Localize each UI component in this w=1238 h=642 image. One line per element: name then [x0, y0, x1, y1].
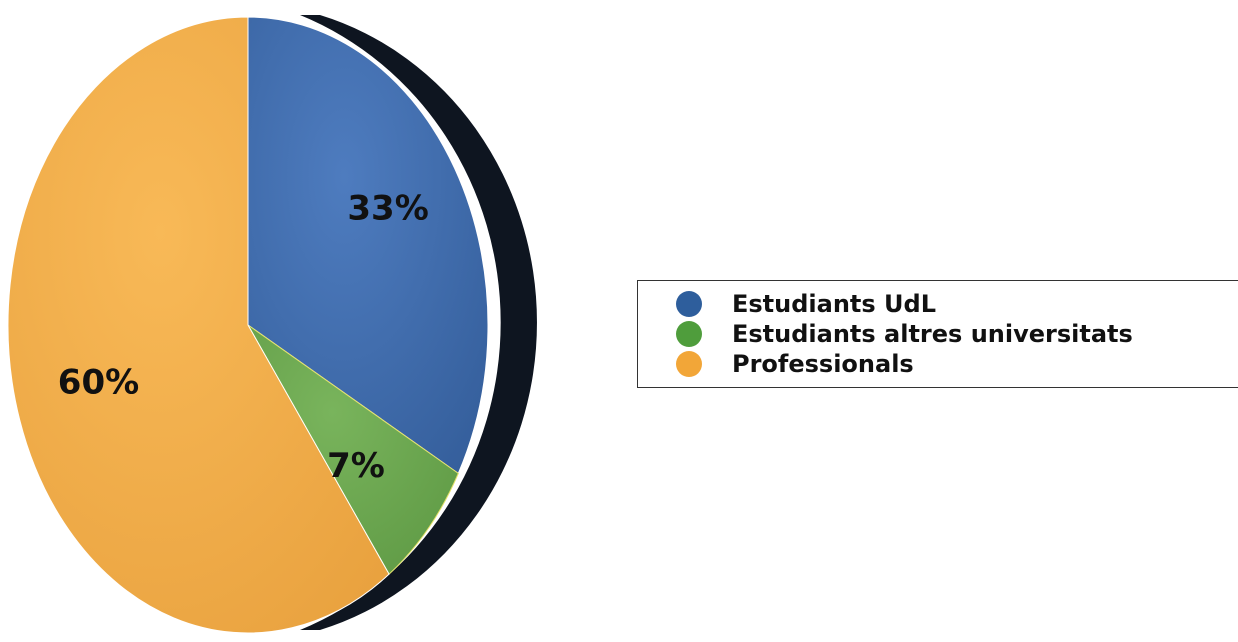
- legend-item-professionals: Professionals: [676, 349, 1238, 379]
- legend-item-estudiants-udl: Estudiants UdL: [676, 289, 1238, 319]
- slice-label-estudiants-udl: 33%: [347, 188, 428, 228]
- legend-marker-estudiants-altres-universitats: [676, 321, 702, 347]
- slice-label-estudiants-altres-universitats: 7%: [327, 446, 385, 486]
- pie-chart: 33% 7% 60%: [7, 15, 537, 634]
- legend-label-professionals: Professionals: [732, 350, 914, 378]
- pie-slice-estudiants-altres-universitats: [247, 324, 459, 575]
- pie-slice-professionals: [7, 16, 390, 634]
- slice-label-professionals: 60%: [58, 363, 139, 403]
- legend-item-estudiants-altres-universitats: Estudiants altres universitats: [676, 319, 1238, 349]
- legend-marker-professionals: [676, 351, 702, 377]
- pie-depth-shadow: [300, 15, 537, 630]
- pie-slice-estudiants-udl: [247, 16, 489, 475]
- legend-marker-estudiants-udl: [676, 291, 702, 317]
- legend-label-estudiants-udl: Estudiants UdL: [732, 290, 936, 318]
- chart-legend: Estudiants UdL Estudiants altres univers…: [637, 280, 1238, 388]
- legend-label-estudiants-altres-universitats: Estudiants altres universitats: [732, 320, 1133, 348]
